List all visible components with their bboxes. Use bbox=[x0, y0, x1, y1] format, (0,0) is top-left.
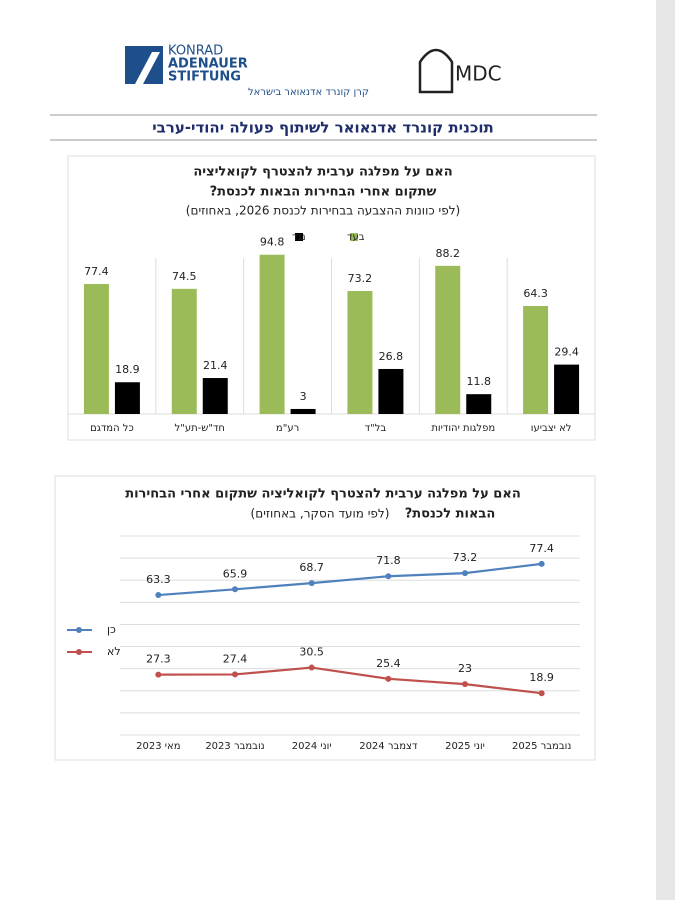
bar bbox=[435, 265, 461, 414]
point bbox=[308, 580, 315, 587]
category-label: כל המדגם bbox=[90, 423, 134, 434]
value-label: 88.2 bbox=[436, 247, 461, 260]
point bbox=[308, 664, 315, 671]
kas-hebrew: קרן קונרד אדנאואר בישראל bbox=[248, 87, 369, 98]
bar bbox=[202, 378, 228, 414]
category-label: בל"ד bbox=[365, 423, 387, 434]
bar bbox=[347, 291, 373, 414]
chart-subtitle: (לפי מועד הסקר, באחוזים) bbox=[251, 507, 390, 521]
category-label: לא יצביעו bbox=[531, 423, 572, 434]
x-tick-label: דצמבר 2024 bbox=[359, 741, 418, 752]
legend-swatch bbox=[295, 233, 303, 241]
value-label: 23 bbox=[458, 662, 472, 675]
value-label: 74.5 bbox=[172, 270, 197, 283]
value-label: 21.4 bbox=[203, 359, 228, 372]
value-label: 71.8 bbox=[376, 554, 401, 567]
value-label: 26.8 bbox=[379, 350, 404, 363]
x-tick-label: יוני 2024 bbox=[292, 741, 332, 752]
bar bbox=[554, 364, 580, 414]
chart-title: הבאות לכנסת? bbox=[405, 507, 496, 522]
point bbox=[385, 573, 392, 580]
bar bbox=[114, 382, 140, 414]
bar bbox=[83, 283, 109, 414]
bar bbox=[378, 368, 404, 414]
point bbox=[462, 570, 468, 577]
point bbox=[232, 586, 238, 593]
x-tick-label: נובמבר 2023 bbox=[205, 741, 264, 752]
line bbox=[158, 666, 542, 695]
value-label: 29.4 bbox=[554, 346, 579, 359]
value-label: 18.9 bbox=[529, 671, 554, 684]
value-label: 27.4 bbox=[223, 652, 248, 665]
value-label: 64.3 bbox=[523, 287, 548, 300]
bar bbox=[466, 394, 492, 414]
point bbox=[232, 671, 238, 678]
x-tick-label: יוני 2025 bbox=[445, 741, 485, 752]
point bbox=[155, 671, 162, 678]
chart-frame bbox=[67, 155, 596, 441]
value-label: 77.4 bbox=[529, 542, 554, 555]
legend-label: בעד bbox=[347, 232, 365, 243]
category-label: חד"ש-תע"ל bbox=[175, 423, 225, 434]
kas-logo: STIFTUNG bbox=[168, 70, 241, 85]
value-label: 94.8 bbox=[260, 236, 285, 249]
line bbox=[158, 562, 542, 597]
x-tick-label: מאי 2023 bbox=[136, 741, 180, 752]
bar bbox=[290, 408, 316, 414]
category-label: רע"מ bbox=[276, 423, 299, 434]
value-label: 25.4 bbox=[376, 657, 401, 670]
value-label: 73.2 bbox=[348, 272, 373, 285]
legend-marker bbox=[76, 649, 82, 655]
value-label: 3 bbox=[300, 390, 307, 403]
point bbox=[538, 560, 545, 567]
bar bbox=[259, 254, 285, 414]
value-label: 63.3 bbox=[146, 573, 171, 586]
category-label: מפלגות יהודיות bbox=[431, 423, 495, 434]
value-label: 73.2 bbox=[453, 551, 478, 564]
point bbox=[462, 681, 468, 688]
legend-swatch bbox=[350, 233, 358, 241]
value-label: 18.9 bbox=[115, 363, 140, 376]
mdc-icon bbox=[418, 48, 454, 94]
chart-subtitle: (לפי כוונות ההצבעה בבחירות לכנסת 2026, ב… bbox=[186, 204, 460, 218]
point bbox=[538, 690, 545, 697]
kas-logo: KONRAD bbox=[168, 44, 223, 59]
point bbox=[155, 592, 162, 599]
kas-icon-mark bbox=[135, 52, 160, 84]
page-title: תוכנית קונרד אדנאואר לשיתוף פעולה יהודי-… bbox=[152, 119, 494, 137]
x-tick-label: נובמבר 2025 bbox=[512, 741, 571, 752]
value-label: 77.4 bbox=[84, 265, 109, 278]
legend-label: נגד bbox=[292, 232, 306, 243]
chart-frame bbox=[54, 475, 596, 761]
bar bbox=[523, 305, 549, 414]
bar bbox=[171, 288, 197, 414]
chart-title: האם על מפלגה ערבית להצטרף לקואליציה bbox=[193, 165, 452, 180]
legend-label: לא bbox=[107, 645, 121, 658]
value-label: 65.9 bbox=[223, 567, 248, 580]
legend-label: כן bbox=[107, 623, 116, 636]
chart-title: האם על מפלגה ערבית להצטרף לקואליציה שתקו… bbox=[125, 487, 521, 502]
value-label: 11.8 bbox=[467, 375, 492, 388]
value-label: 68.7 bbox=[299, 561, 324, 574]
legend-marker bbox=[76, 627, 82, 633]
mdc-logo: MDC bbox=[455, 62, 502, 86]
page-edge bbox=[656, 0, 675, 900]
kas-logo: ADENAUER bbox=[168, 57, 248, 72]
point bbox=[385, 675, 392, 682]
chart-title: שתקום אחרי הבחירות הבאות לכנסת? bbox=[210, 185, 437, 200]
value-label: 27.3 bbox=[146, 653, 171, 666]
value-label: 30.5 bbox=[299, 646, 324, 659]
